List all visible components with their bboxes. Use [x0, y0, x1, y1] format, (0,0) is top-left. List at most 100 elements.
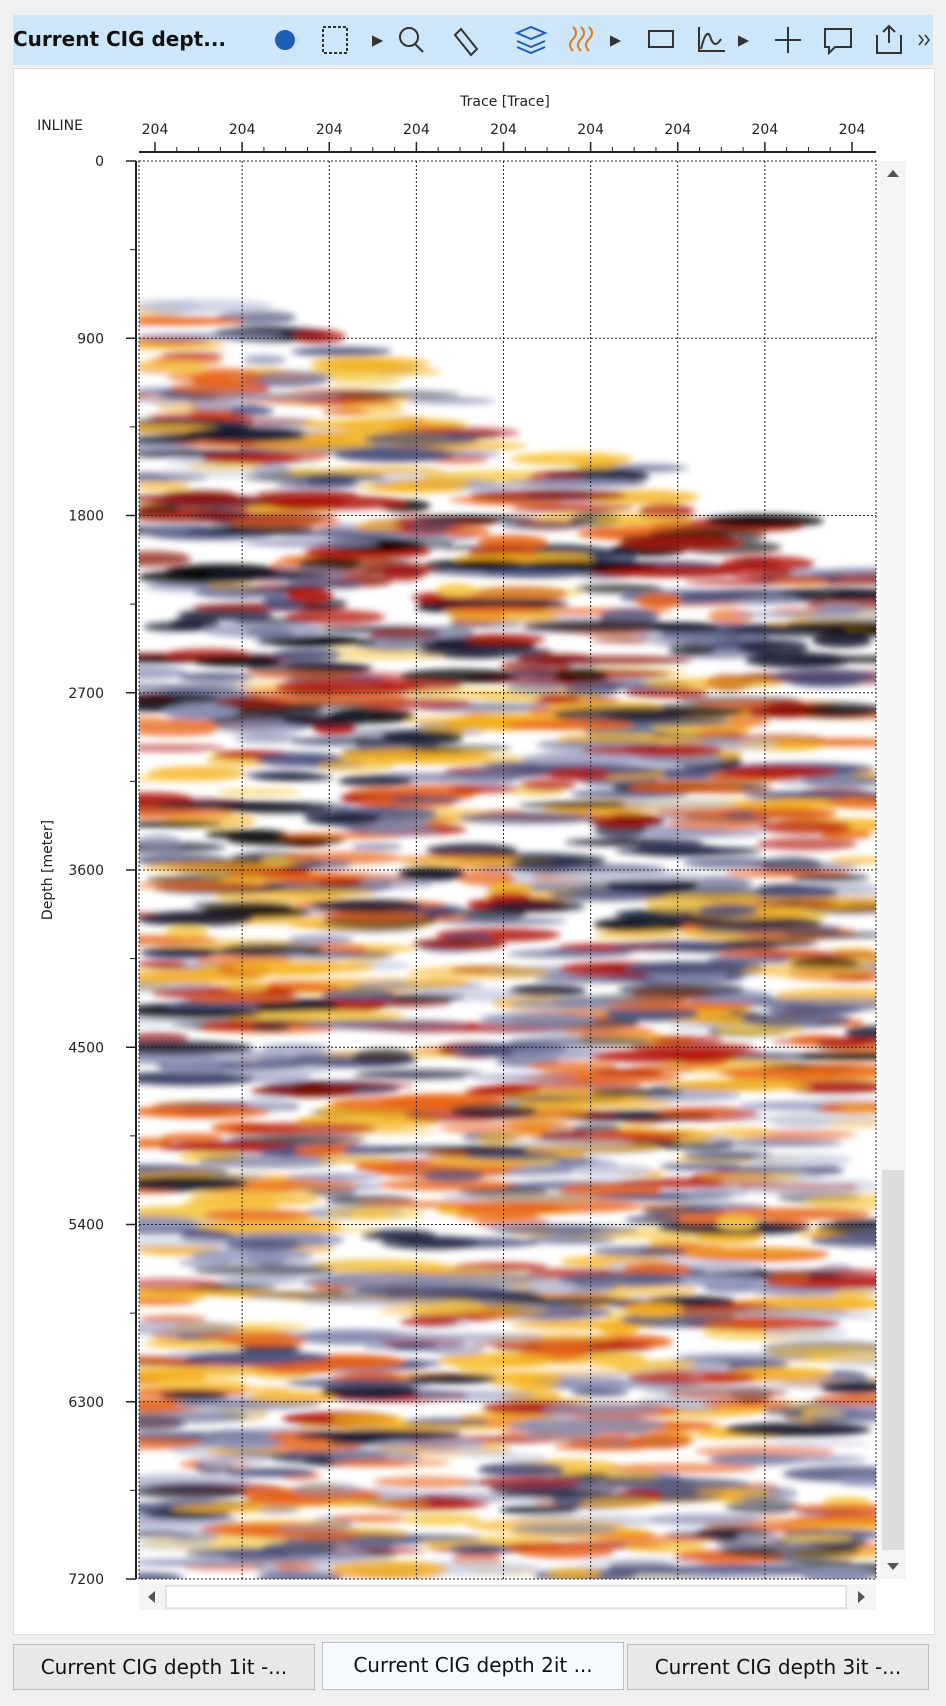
amplitude-blob: [329, 1096, 471, 1112]
amplitude-blob: [576, 1558, 703, 1566]
amplitude-blob: [360, 1229, 436, 1241]
amplitude-blob: [724, 1498, 801, 1515]
amplitude-blob: [457, 870, 515, 886]
export-icon[interactable]: [876, 24, 902, 54]
amplitude-blob: [642, 678, 783, 689]
amplitude-blob: [352, 1048, 415, 1065]
amplitude-blob: [476, 1475, 583, 1489]
seismic-plot: Trace [Trace] INLINE Depth [meter] 0 900 1…: [37, 94, 906, 1610]
amplitude-blob: [488, 892, 531, 902]
amplitude-blob: [139, 960, 188, 969]
amplitude-blob: [763, 1327, 848, 1339]
amplitude-blob: [139, 744, 225, 752]
table-icon[interactable]: [648, 30, 674, 48]
h-scroll-thumb[interactable]: [165, 1585, 847, 1609]
amplitude-blob: [659, 629, 772, 643]
overflow-icon[interactable]: [918, 34, 930, 46]
amplitude-blob: [466, 776, 513, 784]
amplitude-blob: [159, 351, 225, 360]
amplitude-blob: [139, 717, 181, 730]
layers-icon[interactable]: [514, 25, 548, 55]
amplitude-blob: [504, 479, 647, 488]
amplitude-blob: [441, 1193, 600, 1203]
window-title: Current CIG dept...: [13, 27, 227, 51]
amplitude-blob: [321, 1383, 420, 1400]
amplitude-blob: [427, 1343, 485, 1357]
amplitude-blob: [617, 982, 746, 998]
y-tick-label: 6300: [68, 1395, 104, 1411]
tab-active[interactable]: Current CIG depth 2it ...: [322, 1642, 624, 1690]
amplitude-blob: [506, 949, 632, 959]
amplitude-blob: [681, 876, 753, 891]
amplitude-blob: [625, 1433, 693, 1449]
amplitude-blob: [139, 1298, 196, 1305]
amplitude-blob: [139, 1105, 270, 1119]
amplitude-blob: [606, 1360, 698, 1370]
amplitude-blob: [527, 1279, 577, 1294]
amplitude-blob: [449, 784, 520, 793]
amplitude-blob: [421, 1169, 484, 1183]
amplitude-blob: [552, 668, 609, 683]
tab[interactable]: Current CIG depth 1it -...: [13, 1644, 315, 1690]
amplitude-blob: [621, 798, 737, 810]
amplitude-blob: [139, 726, 217, 737]
amplitude-blob: [407, 1373, 497, 1384]
comment-icon[interactable]: [824, 28, 852, 56]
amplitude-blob: [139, 1315, 207, 1323]
amplitude-blob: [638, 503, 695, 519]
scroll-thumb[interactable]: [882, 1170, 904, 1550]
amplitude-blob: [321, 988, 396, 1002]
amplitude-blob: [139, 451, 174, 458]
amplitude-blob: [406, 745, 513, 753]
amplitude-blob: [293, 422, 440, 429]
amplitude-blob: [139, 1367, 275, 1377]
amplitude-blob: [745, 652, 852, 669]
amplitude-blob: [508, 984, 587, 997]
amplitude-blob: [667, 816, 772, 832]
amplitude-blob: [499, 1504, 579, 1516]
tab[interactable]: Current CIG depth 3it -...: [627, 1644, 929, 1690]
settings-icon[interactable]: [275, 30, 295, 50]
amplitude-blob: [360, 560, 432, 577]
amplitude-blob: [260, 1044, 331, 1052]
amplitude-blob: [406, 397, 496, 404]
amplitude-blob: [450, 1103, 539, 1119]
amplitude-blob: [340, 876, 434, 890]
amplitude-blob: [704, 514, 825, 528]
amplitude-blob: [716, 1025, 806, 1034]
amplitude-blob: [590, 1088, 684, 1097]
amplitude-blob: [369, 483, 432, 492]
amplitude-blob: [193, 585, 287, 600]
amplitude-blob: [330, 1514, 413, 1523]
amplitude-blob: [363, 431, 480, 447]
pan-icon[interactable]: [453, 27, 479, 57]
amplitude-blob: [589, 1049, 739, 1064]
wiggle-icon[interactable]: [569, 26, 593, 52]
amplitude-blob: [139, 436, 199, 444]
amplitude-blob: [407, 965, 550, 980]
amplitude-blob: [483, 760, 544, 771]
x-tick-label: 204: [316, 122, 343, 138]
amplitude-blob: [286, 587, 333, 604]
amplitude-blob: [510, 859, 583, 868]
amplitude-blob: [225, 1237, 302, 1251]
amplitude-blob: [160, 1133, 224, 1143]
amplitude-blob: [778, 1534, 854, 1542]
amplitude-blob: [552, 706, 695, 723]
amplitude-blob: [226, 1134, 368, 1144]
amplitude-blob: [353, 1283, 502, 1298]
amplitude-blob: [317, 1156, 396, 1164]
cross-icon[interactable]: [775, 27, 801, 53]
amplitude-blob: [285, 1378, 432, 1388]
amplitude-blob: [709, 1126, 773, 1138]
amplitude-blob: [516, 1545, 615, 1559]
amplitude-blob: [164, 927, 210, 938]
select-icon[interactable]: [322, 26, 348, 54]
zoom-icon[interactable]: [399, 27, 419, 47]
amplitude-blob: [390, 795, 464, 804]
chart-icon[interactable]: [698, 27, 725, 52]
amplitude-blob: [291, 1482, 362, 1497]
x-tick-label: 204: [752, 122, 779, 138]
dropdown[interactable]: [372, 35, 384, 47]
amplitude-blob: [183, 426, 306, 443]
